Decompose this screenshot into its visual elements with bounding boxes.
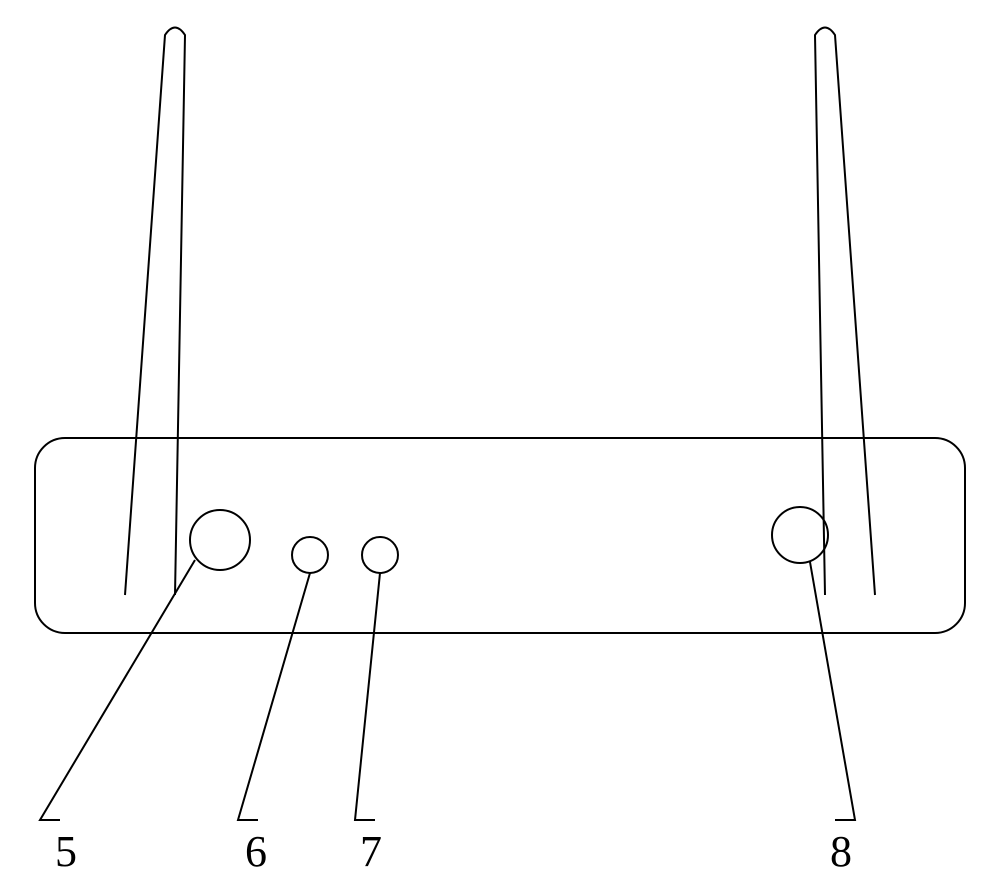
indicator-6	[292, 537, 328, 573]
label-8: 8	[830, 826, 852, 877]
indicator-8	[772, 507, 828, 563]
label-7: 7	[360, 826, 382, 877]
router-diagram	[0, 0, 1000, 876]
indicator-7	[362, 537, 398, 573]
indicator-5	[190, 510, 250, 570]
label-6: 6	[245, 826, 267, 877]
label-5: 5	[55, 826, 77, 877]
